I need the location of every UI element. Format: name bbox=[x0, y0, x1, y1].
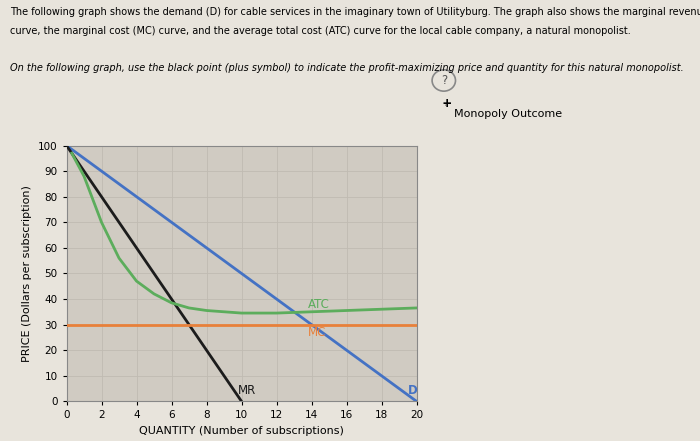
Text: MR: MR bbox=[238, 385, 256, 397]
X-axis label: QUANTITY (Number of subscriptions): QUANTITY (Number of subscriptions) bbox=[139, 426, 344, 436]
Text: ?: ? bbox=[441, 75, 447, 87]
Text: ATC: ATC bbox=[308, 298, 330, 310]
Text: curve, the marginal cost (MC) curve, and the average total cost (ATC) curve for : curve, the marginal cost (MC) curve, and… bbox=[10, 26, 631, 36]
Text: Monopoly Outcome: Monopoly Outcome bbox=[454, 109, 561, 120]
Text: MC: MC bbox=[308, 326, 326, 339]
Text: ⭐: ⭐ bbox=[444, 105, 445, 106]
Text: The following graph shows the demand (D) for cable services in the imaginary tow: The following graph shows the demand (D)… bbox=[10, 7, 700, 17]
Text: On the following graph, use the black point (plus symbol) to indicate the profit: On the following graph, use the black po… bbox=[10, 63, 685, 73]
Text: D: D bbox=[407, 385, 417, 397]
Y-axis label: PRICE (Dollars per subscription): PRICE (Dollars per subscription) bbox=[22, 185, 32, 362]
Text: +: + bbox=[442, 97, 451, 111]
